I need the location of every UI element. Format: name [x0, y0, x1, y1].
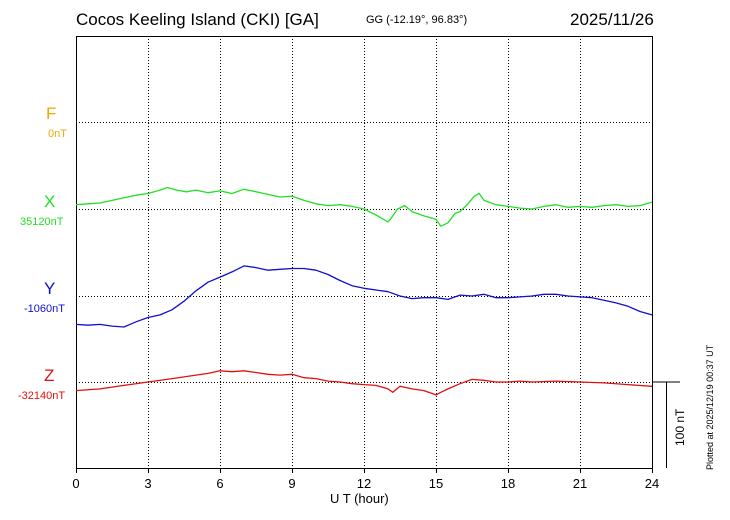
trace-y	[75, 265, 653, 328]
x-tick-label-6: 6	[216, 476, 223, 491]
channel-y-baseline: -1060nT	[24, 303, 65, 315]
x-tick-label-3: 3	[144, 476, 151, 491]
channel-x-baseline: 35120nT	[20, 216, 64, 228]
x-tick-label-21: 21	[573, 476, 587, 491]
channel-z-label: Z	[44, 366, 55, 385]
x-tick-label-24: 24	[645, 476, 659, 491]
x-tick-label-9: 9	[288, 476, 295, 491]
x-tick-label-18: 18	[501, 476, 515, 491]
grid-lines	[76, 36, 652, 468]
x-axis-label: U T (hour)	[330, 491, 389, 506]
station-title: Cocos Keeling Island (CKI) [GA]	[76, 10, 319, 29]
channel-z-baseline: -32140nT	[18, 390, 66, 402]
channel-y-label: Y	[44, 279, 56, 298]
plotted-timestamp: Plotted at 2025/12/19 00:37 UT	[705, 344, 715, 470]
channel-f-label: F	[46, 104, 57, 123]
plot-date: 2025/11/26	[570, 10, 654, 29]
trace-z	[75, 370, 653, 396]
scale-bar	[653, 381, 680, 468]
x-tick-label-0: 0	[72, 476, 79, 491]
trace-x	[75, 186, 653, 227]
station-coordinates: GG (-12.19°, 96.83°)	[366, 14, 468, 26]
x-tick-label-15: 15	[429, 476, 443, 491]
channel-f-baseline: 0nT	[48, 128, 67, 140]
scale-label: 100 nT	[673, 408, 687, 446]
channel-x-label: X	[44, 192, 56, 211]
data-traces	[75, 186, 653, 396]
x-tick-label-12: 12	[357, 476, 371, 491]
x-axis: 0 3 6 9 12 15 18 21 24	[72, 468, 659, 491]
